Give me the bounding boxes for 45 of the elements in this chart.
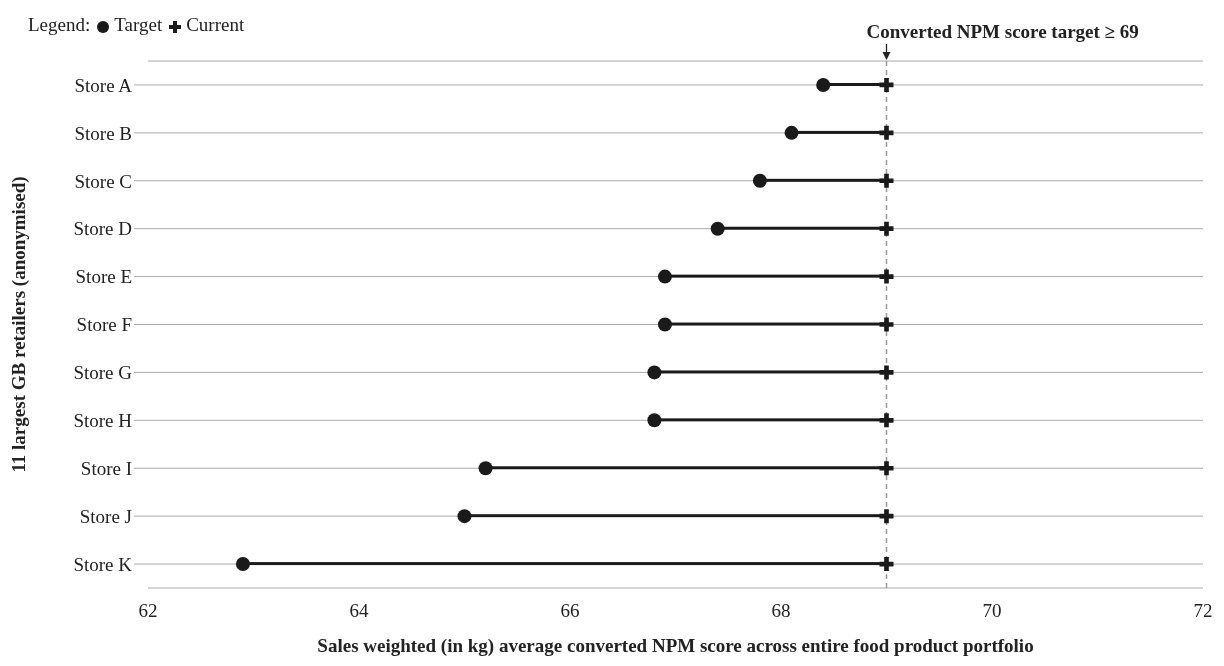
point <box>710 221 725 236</box>
point <box>784 125 799 140</box>
point <box>657 317 672 332</box>
point <box>816 77 831 92</box>
x-tick-label: 64 <box>349 600 369 622</box>
point <box>879 173 894 188</box>
x-tick-label: 70 <box>982 600 1002 622</box>
ref-line-label: Converted NPM score target ≥ 69 <box>866 21 1139 42</box>
point <box>879 509 894 524</box>
point <box>879 365 894 380</box>
y-axis-title: 11 largest GB retailers (anonymised) <box>7 176 30 473</box>
x-tick-label: 66 <box>560 600 580 622</box>
y-tick-label: Store F <box>76 314 132 336</box>
point <box>879 461 894 476</box>
y-tick-label: Store G <box>73 362 133 384</box>
legend-label: Target <box>114 14 163 35</box>
x-axis-title: Sales weighted (in kg) average converted NPM score across entire food product portfolio <box>317 635 1034 657</box>
point <box>879 317 894 332</box>
x-tick-label: 62 <box>138 600 158 622</box>
point <box>879 557 894 572</box>
point <box>478 461 493 476</box>
y-tick-label: Store D <box>73 218 132 240</box>
y-tick-label: Store A <box>74 74 133 96</box>
y-tick-label: Store H <box>73 410 133 432</box>
y-tick-label: Store I <box>80 457 132 479</box>
point <box>647 365 662 380</box>
legend-title: Legend: <box>28 14 91 35</box>
point <box>647 413 662 428</box>
point <box>879 269 894 284</box>
y-tick-label: Store J <box>79 505 132 527</box>
point <box>879 413 894 428</box>
x-tick-label: 68 <box>771 600 791 622</box>
point <box>457 509 472 524</box>
point <box>879 125 894 140</box>
point <box>879 221 894 236</box>
point <box>235 557 250 572</box>
x-tick-label: 72 <box>1193 600 1213 622</box>
point <box>657 269 672 284</box>
point <box>752 173 767 188</box>
y-tick-label: Store K <box>73 553 133 575</box>
legend-label: Current <box>186 14 245 35</box>
y-tick-label: Store B <box>74 122 132 144</box>
point <box>879 77 894 92</box>
y-tick-label: Store C <box>74 170 132 192</box>
y-tick-label: Store E <box>75 266 132 288</box>
